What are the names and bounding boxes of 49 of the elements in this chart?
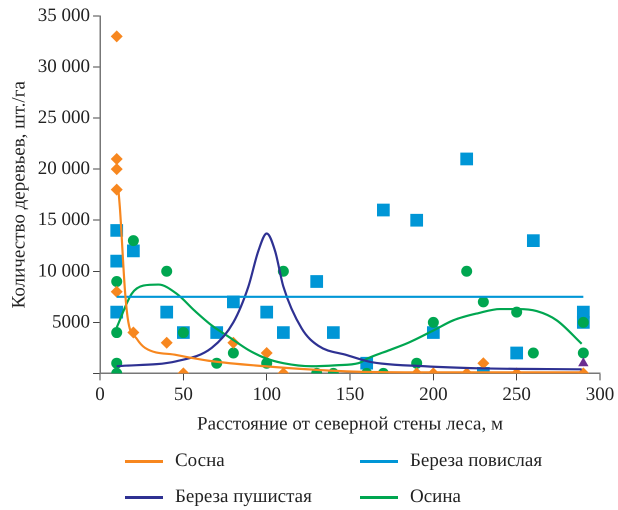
point — [260, 306, 274, 318]
x-tick-label: 150 — [336, 384, 364, 405]
point — [461, 266, 472, 277]
y-tick-label: 20 000 — [38, 158, 90, 180]
y-tick-label: 35 000 — [38, 4, 90, 26]
point — [510, 346, 524, 360]
point — [260, 346, 273, 359]
point — [110, 30, 123, 42]
y-axis-title: Количество деревьев, шт./га — [8, 80, 30, 308]
point — [228, 347, 239, 358]
point — [578, 357, 589, 366]
y-tick-label: 10 000 — [38, 260, 90, 282]
x-tick-label: 50 — [174, 384, 193, 405]
point — [410, 214, 424, 227]
y-tick-label: 15 000 — [38, 209, 90, 230]
point — [526, 234, 540, 248]
point — [376, 204, 390, 216]
point — [460, 152, 474, 166]
point — [160, 336, 173, 349]
y-tick-label: 30 000 — [38, 56, 90, 78]
point — [110, 163, 123, 176]
x-tick-label: 200 — [419, 384, 448, 405]
legend-label: Сосна — [175, 450, 225, 472]
point — [326, 326, 340, 339]
point — [128, 235, 139, 246]
point — [127, 244, 140, 258]
point — [111, 276, 122, 287]
legend-label: Береза повислая — [410, 450, 542, 472]
point — [478, 296, 489, 308]
legend-label: Осина — [410, 486, 461, 508]
x-tick-label: 100 — [252, 384, 281, 405]
x-tick-label: 300 — [586, 384, 614, 405]
point — [110, 152, 123, 165]
point — [277, 326, 290, 339]
y-tick-label: 25 000 — [38, 107, 90, 128]
x-tick-label: 250 — [502, 384, 531, 405]
point — [428, 316, 439, 328]
x-axis-title: Расстояние от северной стены леса, м — [197, 414, 504, 435]
point — [528, 347, 539, 358]
point — [110, 286, 123, 298]
point — [161, 266, 172, 277]
legend-label: Береза пушистая — [175, 486, 312, 508]
x-tick-label: 0 — [95, 384, 105, 405]
y-tick-label: 5000 — [52, 311, 90, 332]
point — [160, 306, 174, 318]
point — [111, 327, 122, 338]
point — [110, 254, 124, 268]
point — [310, 275, 324, 288]
point — [578, 347, 589, 358]
